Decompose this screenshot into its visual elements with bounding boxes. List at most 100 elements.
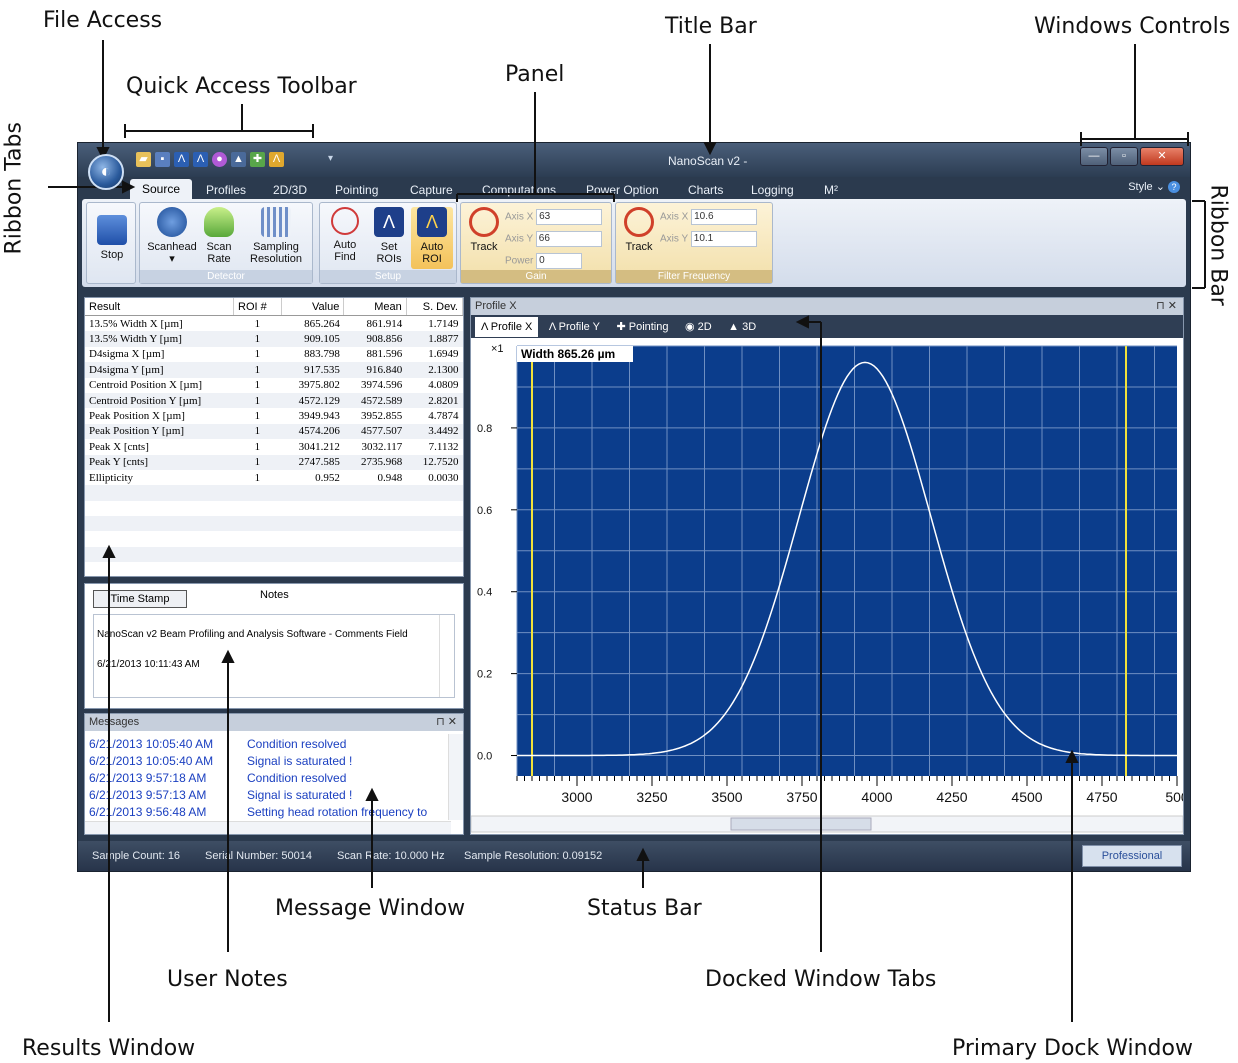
- callout-panel: Panel: [505, 62, 565, 87]
- style-menu[interactable]: Style ⌄ ?: [1128, 180, 1180, 193]
- col-mean[interactable]: Mean: [343, 298, 407, 316]
- message-time: 6/21/2013 10:05:40 AM: [89, 737, 214, 751]
- gain-axis-x-field[interactable]: Axis X 63: [505, 209, 603, 225]
- message-row[interactable]: 6/21/2013 9:57:18 AM Condition resolved: [85, 770, 447, 787]
- title-bar: ▰ ▪ Λ Λ ● ▲ ✚ Λ ▾ NanoScan v2 - — ▫ ✕: [78, 143, 1190, 177]
- messages-vscrollbar[interactable]: [448, 734, 463, 820]
- results-row[interactable]: 13.5% Width X [µm] 1 865.264 861.914 1.7149: [85, 316, 463, 332]
- status-scan-rate: Scan Rate: 10.000 Hz: [337, 850, 445, 862]
- view-2d-icon[interactable]: ●: [212, 152, 227, 167]
- result-name: Centroid Position Y [µm]: [85, 392, 234, 409]
- callout-windows-controls: Windows Controls: [1034, 14, 1231, 39]
- scan-rate-button[interactable]: Scan Rate: [198, 207, 240, 265]
- dock-tab-3d[interactable]: ▲ 3D: [728, 321, 757, 333]
- tab-source[interactable]: Source: [130, 179, 193, 199]
- help-icon[interactable]: ?: [1168, 181, 1180, 193]
- filter-track-button[interactable]: Track: [620, 207, 658, 253]
- result-sdev: 0.0030: [428, 471, 459, 484]
- results-row[interactable]: Centroid Position Y [µm] 1 4572.129 4572.58…: [85, 392, 463, 409]
- tab-m2[interactable]: M²: [824, 183, 838, 197]
- result-mean: 0.948: [377, 471, 403, 484]
- results-row[interactable]: Peak Y [cnts] 1 2747.585 2735.968 12.7520: [85, 454, 463, 470]
- callout-status-bar: Status Bar: [587, 896, 702, 921]
- result-mean: 916.840: [343, 362, 407, 378]
- minimize-button[interactable]: —: [1080, 147, 1108, 166]
- close-button[interactable]: ✕: [1140, 147, 1184, 166]
- chart-area: 0.0 0.2 0.4 0.6 0.8 3000 3250 3500 3750 4000 4250 4…: [471, 338, 1183, 834]
- tab-computations[interactable]: Computations: [482, 183, 557, 197]
- callout-file-access: File Access: [43, 8, 163, 33]
- results-row[interactable]: Peak X [cnts] 1 3041.212 3032.117 7.1132: [85, 439, 463, 454]
- dock-tab-profile-y[interactable]: Λ Profile Y: [548, 321, 600, 333]
- view-3d-icon[interactable]: ▲: [231, 152, 246, 167]
- tab-power-option[interactable]: Power Option: [586, 183, 659, 197]
- results-row[interactable]: Ellipticity 1 0.952 0.948 0.0030: [85, 470, 463, 485]
- tab-pointing[interactable]: Pointing: [335, 183, 379, 197]
- stop-button[interactable]: Stop: [93, 215, 131, 261]
- message-row[interactable]: 6/21/2013 10:05:40 AM Signal is saturated…: [85, 753, 447, 770]
- notes-text-area[interactable]: NanoScan v2 Beam Profiling and Analysis …: [93, 614, 455, 698]
- results-row[interactable]: D4sigma X [µm] 1 883.798 881.596 1.6949: [85, 347, 463, 362]
- pointing-icon[interactable]: ✚: [250, 152, 265, 167]
- result-mean: 4577.507: [343, 423, 407, 440]
- tab-logging[interactable]: Logging: [751, 183, 794, 197]
- gain-power-field[interactable]: Power 0: [505, 253, 583, 269]
- result-sdev: 7.1132: [428, 440, 459, 453]
- dock-tab-profile-x[interactable]: Λ Profile X: [475, 317, 539, 337]
- results-row[interactable]: D4sigma Y [µm] 1 917.535 916.840 2.1300: [85, 362, 463, 378]
- filter-axis-x-field[interactable]: Axis X 10.6: [660, 209, 758, 225]
- dock-tab-2d[interactable]: ◉ 2D: [684, 321, 712, 333]
- auto-find-button[interactable]: Auto Find: [324, 207, 366, 263]
- message-row[interactable]: 6/21/2013 10:05:40 AM Condition resolved: [85, 736, 447, 753]
- save-icon[interactable]: ▪: [155, 152, 170, 167]
- tab-profiles[interactable]: Profiles: [206, 183, 247, 197]
- sampling-resolution-button[interactable]: Sampling Resolution: [240, 207, 312, 265]
- filter-axis-y-field[interactable]: Axis Y 10.1: [660, 231, 757, 247]
- messages-pin-close-icons[interactable]: ⊓ ✕: [436, 716, 457, 728]
- result-roi: 1: [254, 379, 261, 392]
- tab-2d3d[interactable]: 2D/3D: [273, 183, 308, 197]
- message-row[interactable]: 6/21/2013 9:56:48 AM Setting head rotatio…: [85, 804, 447, 820]
- result-name: D4sigma X [µm]: [89, 348, 165, 361]
- set-rois-button[interactable]: Λ Set ROIs: [368, 207, 410, 265]
- callout-quick-access-toolbar: Quick Access Toolbar: [126, 74, 357, 99]
- tab-charts[interactable]: Charts: [688, 183, 724, 197]
- x-tick-label: 3500: [711, 789, 742, 805]
- open-folder-icon[interactable]: ▰: [136, 152, 151, 167]
- time-stamp-button[interactable]: Time Stamp: [93, 590, 187, 608]
- y-tick-label: 0.6: [477, 505, 492, 517]
- notes-scrollbar[interactable]: [439, 615, 454, 697]
- dock-tab-pointing[interactable]: ✚ Pointing: [616, 321, 669, 333]
- results-row[interactable]: Peak Position Y [µm] 1 4574.206 4577.507 3.4…: [85, 423, 463, 440]
- messages-hscrollbar[interactable]: [85, 821, 451, 834]
- results-row[interactable]: 13.5% Width Y [µm] 1 909.105 908.856 1.8877: [85, 331, 463, 347]
- dock-pin-close-icons[interactable]: ⊓ ✕: [1156, 300, 1177, 312]
- gain-track-button[interactable]: Track: [465, 207, 503, 253]
- auto-roi-button[interactable]: Λ Auto ROI: [411, 207, 453, 269]
- gain-axis-y-field[interactable]: Axis Y 66: [505, 231, 602, 247]
- results-row[interactable]: Peak Position X [µm] 1 3949.943 3952.855 4.7…: [85, 408, 463, 423]
- callout-docked-window-tabs: Docked Window Tabs: [705, 967, 937, 992]
- profile-y-icon[interactable]: Λ: [193, 152, 208, 167]
- file-access-orb-button[interactable]: ◐: [88, 154, 124, 190]
- x-tick-label: 3250: [636, 789, 667, 805]
- col-value[interactable]: Value: [281, 298, 345, 316]
- results-empty-row: [85, 546, 463, 563]
- result-value: 3949.943: [298, 410, 340, 423]
- scan-rate-icon: [204, 207, 234, 237]
- scanhead-button[interactable]: Scanhead ▾: [144, 207, 200, 265]
- profile-x-icon[interactable]: Λ: [174, 152, 189, 167]
- message-row[interactable]: 6/21/2013 9:57:13 AM Signal is saturated …: [85, 787, 447, 804]
- maximize-button[interactable]: ▫: [1110, 147, 1138, 166]
- results-row[interactable]: Centroid Position X [µm] 1 3975.802 3974.59…: [85, 378, 463, 393]
- tab-capture[interactable]: Capture: [410, 183, 453, 197]
- scale-multiplier: ×1: [491, 343, 504, 355]
- result-value: 865.264: [304, 317, 340, 330]
- auto-roi-icon[interactable]: Λ: [269, 152, 284, 167]
- col-roi[interactable]: ROI #: [233, 298, 282, 316]
- edition-badge[interactable]: Professional: [1082, 845, 1182, 867]
- qat-customize-icon[interactable]: ▾: [328, 153, 334, 164]
- dock-header: Profile X ⊓ ✕: [471, 298, 1183, 315]
- col-sdev[interactable]: S. Dev.: [406, 298, 463, 316]
- col-result[interactable]: Result: [85, 298, 234, 316]
